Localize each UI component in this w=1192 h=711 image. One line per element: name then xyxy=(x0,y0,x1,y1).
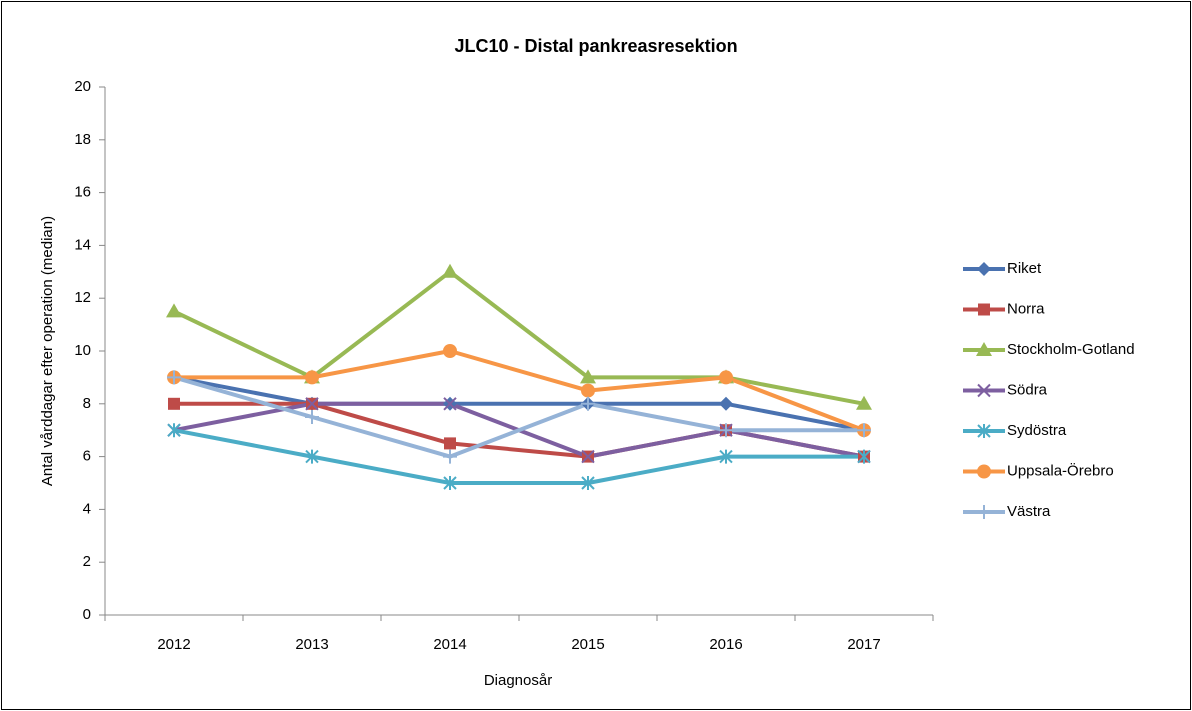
data-point xyxy=(305,397,319,411)
series-line xyxy=(174,349,865,433)
y-tick-label: 14 xyxy=(74,236,91,253)
y-tick-label: 4 xyxy=(83,500,91,517)
data-point xyxy=(443,344,457,358)
data-point xyxy=(166,303,182,318)
data-point xyxy=(581,383,595,398)
legend-marker xyxy=(977,464,991,479)
data-point xyxy=(857,449,871,464)
y-tick-label: 18 xyxy=(74,131,91,148)
data-point xyxy=(167,370,181,385)
data-point xyxy=(442,263,458,278)
series-line xyxy=(173,269,865,406)
data-point xyxy=(581,476,595,490)
series-line xyxy=(173,428,864,485)
legend-label: Sydöstra xyxy=(1007,422,1067,439)
data-point xyxy=(443,476,457,490)
legend-marker xyxy=(978,303,990,316)
legend-marker xyxy=(977,505,991,519)
data-point xyxy=(168,397,180,410)
y-tick-label: 6 xyxy=(83,448,91,465)
y-axis-label: Antal vårddagar efter operation (median) xyxy=(39,216,56,486)
y-tick-label: 0 xyxy=(83,606,91,623)
data-point xyxy=(857,423,871,438)
y-tick-label: 16 xyxy=(74,184,91,201)
x-tick-label: 2014 xyxy=(433,636,466,653)
legend-marker xyxy=(977,383,991,398)
series-line xyxy=(173,375,864,459)
data-point xyxy=(443,449,457,464)
x-tick-label: 2017 xyxy=(847,636,880,653)
legend-marker xyxy=(977,424,991,438)
data-point xyxy=(443,397,457,411)
x-tick-label: 2016 xyxy=(709,636,742,653)
y-tick-label: 2 xyxy=(83,553,91,570)
chart-title: JLC10 - Distal pankreasresektion xyxy=(454,36,737,56)
data-point xyxy=(305,449,319,464)
data-point xyxy=(856,395,872,410)
legend-marker xyxy=(977,262,991,276)
series-line xyxy=(173,375,865,433)
y-tick-label: 12 xyxy=(74,289,91,306)
y-tick-label: 8 xyxy=(83,395,91,412)
data-point xyxy=(305,370,319,385)
data-point xyxy=(167,423,181,438)
legend-label: Västra xyxy=(1007,503,1051,520)
data-point xyxy=(580,369,596,384)
data-point xyxy=(444,437,456,450)
legend-label: Uppsala-Örebro xyxy=(1007,461,1114,479)
data-point xyxy=(719,396,733,411)
data-point xyxy=(305,410,319,424)
x-tick-label: 2015 xyxy=(571,636,604,653)
x-axis-label: Diagnosår xyxy=(484,672,552,689)
legend-label: Norra xyxy=(1007,300,1045,317)
data-point xyxy=(719,423,733,438)
data-point xyxy=(719,449,733,464)
data-point xyxy=(581,449,595,464)
y-tick-label: 20 xyxy=(74,78,91,95)
legend-label: Södra xyxy=(1007,381,1048,398)
data-point xyxy=(581,396,595,411)
legend-label: Riket xyxy=(1007,260,1042,277)
y-tick-label: 10 xyxy=(74,342,91,359)
data-point xyxy=(719,370,733,385)
legend-label: Stockholm-Gotland xyxy=(1007,341,1135,358)
legend-marker xyxy=(976,342,992,356)
x-tick-label: 2012 xyxy=(157,636,190,653)
x-tick-label: 2013 xyxy=(295,636,328,653)
